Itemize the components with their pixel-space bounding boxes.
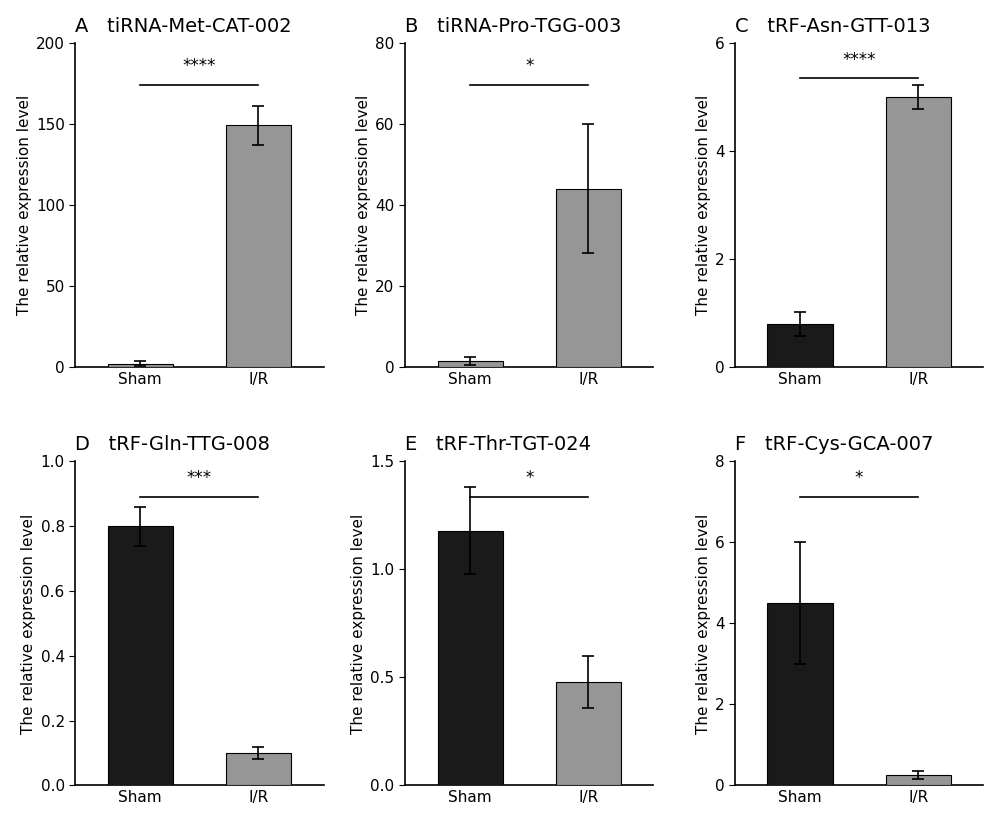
- Y-axis label: The relative expression level: The relative expression level: [17, 95, 32, 315]
- Text: *: *: [525, 469, 533, 487]
- Text: A   tiRNA-Met-CAT-002: A tiRNA-Met-CAT-002: [75, 16, 292, 35]
- Text: C   tRF-Asn-GTT-013: C tRF-Asn-GTT-013: [735, 16, 930, 35]
- Bar: [767, 603, 833, 786]
- Text: F   tRF-Cys-GCA-007: F tRF-Cys-GCA-007: [735, 436, 933, 455]
- Text: *: *: [855, 469, 863, 487]
- Text: ****: ****: [183, 58, 216, 75]
- Bar: [108, 526, 173, 786]
- Text: D   tRF-Gln-TTG-008: D tRF-Gln-TTG-008: [75, 436, 270, 455]
- Bar: [767, 324, 833, 367]
- Bar: [556, 681, 621, 786]
- Y-axis label: The relative expression level: The relative expression level: [696, 95, 711, 315]
- Y-axis label: The relative expression level: The relative expression level: [21, 513, 36, 733]
- Bar: [226, 753, 291, 786]
- Bar: [886, 775, 951, 786]
- Bar: [886, 97, 951, 367]
- Bar: [556, 188, 621, 367]
- Text: *: *: [525, 58, 533, 75]
- Y-axis label: The relative expression level: The relative expression level: [696, 513, 711, 733]
- Y-axis label: The relative expression level: The relative expression level: [356, 95, 371, 315]
- Text: B   tiRNA-Pro-TGG-003: B tiRNA-Pro-TGG-003: [405, 16, 621, 35]
- Text: ****: ****: [842, 51, 876, 69]
- Bar: [438, 530, 503, 786]
- Bar: [226, 126, 291, 367]
- Y-axis label: The relative expression level: The relative expression level: [351, 513, 366, 733]
- Bar: [438, 361, 503, 367]
- Text: E   tRF-Thr-TGT-024: E tRF-Thr-TGT-024: [405, 436, 591, 455]
- Bar: [108, 363, 173, 367]
- Text: ***: ***: [187, 469, 212, 487]
